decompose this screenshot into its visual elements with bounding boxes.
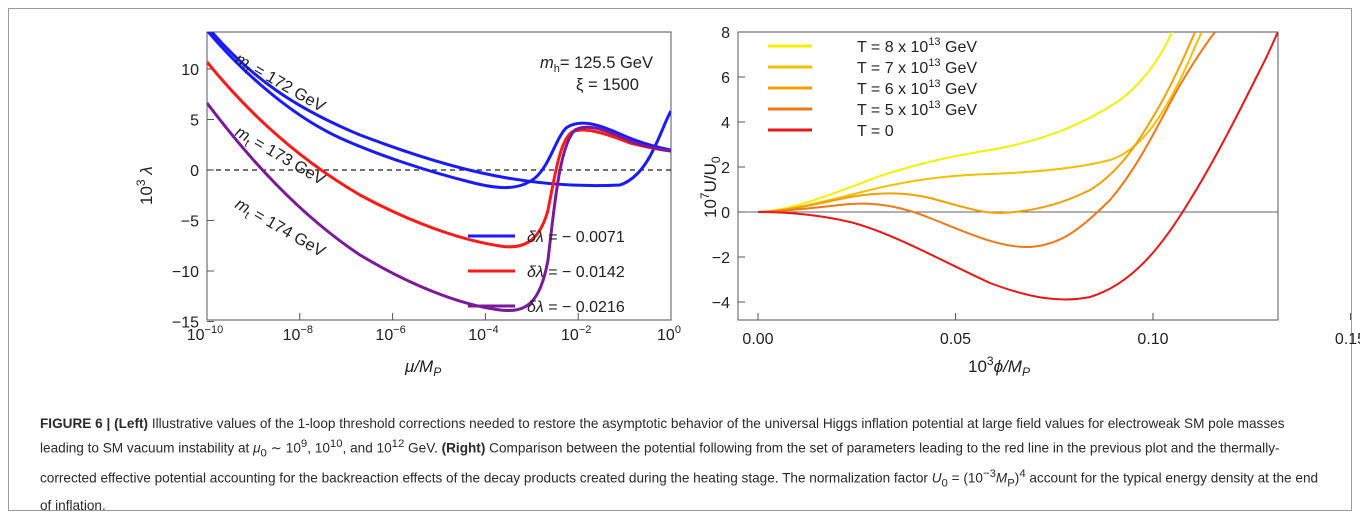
caption-left-label: (Left) <box>114 416 149 431</box>
caption-right-label: (Right) <box>441 440 486 456</box>
right-y-tick-label: 8 <box>721 25 730 42</box>
right-curve-T8 <box>757 32 1173 213</box>
caption-eq-exp: −3 <box>982 468 996 481</box>
legend-label-T6: T = 6 x 1013 GeV <box>857 78 977 98</box>
curve-label-172: mt = 172 GeV <box>231 50 329 119</box>
caption-mp: M <box>995 470 1008 486</box>
left-curve-blue <box>207 32 671 190</box>
left-y-tick-label: 0 <box>190 163 199 180</box>
caption-eq-text: = (10 <box>947 470 983 486</box>
left-y-tick-label: −5 <box>181 214 199 231</box>
legend-label-0142: δλ = − 0.0142 <box>527 264 625 281</box>
caption-sim: ∼ 10 <box>266 440 301 456</box>
caption-final-text: account for the typical energy density a… <box>40 470 1319 513</box>
caption-right-text: Comparison between the potential followi… <box>40 440 1280 486</box>
right-y-tick-label: 2 <box>721 160 730 177</box>
legend-label-0071: δλ = − 0.0071 <box>527 229 625 246</box>
legend-label-T8: T = 8 x 1013 GeV <box>857 36 977 56</box>
left-x-tick-label: 10−8 <box>283 324 313 344</box>
right-x-axis-label: 103ϕ/MP <box>968 354 1030 379</box>
left-y-axis-label: 103 λ <box>134 166 156 205</box>
left-y-tick-label: 5 <box>190 113 199 130</box>
caption-exp10: 10 <box>329 438 343 450</box>
right-x-tick-label: 0.15 <box>1335 331 1360 348</box>
left-y-tick-label: −15 <box>172 315 199 332</box>
right-y-ticks: 8 6 4 2 0 −2 −4 <box>712 25 745 312</box>
right-x-tick-label: 0.00 <box>742 331 773 348</box>
right-legend: T = 8 x 1013 GeV T = 7 x 1013 GeV T = 6 … <box>768 36 977 140</box>
annotation-mh: mh= 125.5 GeV <box>540 54 653 75</box>
right-y-axis-label: 107U/U0 <box>698 156 723 218</box>
left-curve-red <box>207 61 671 249</box>
legend-label-T7: T = 7 x 1013 GeV <box>857 57 977 77</box>
right-x-tick-label: 0.05 <box>940 331 971 348</box>
figure-caption: FIGURE 6 | (Left) Illustrative values of… <box>40 413 1320 516</box>
caption-comma1: , 10 <box>307 440 330 456</box>
legend-label-T5: T = 5 x 1013 GeV <box>857 99 977 119</box>
right-x-tick-label: 0.10 <box>1137 331 1168 348</box>
right-curve-T0 <box>757 32 1278 301</box>
left-x-tick-label: 100 <box>657 324 681 344</box>
caption-gev-end: GeV. <box>404 440 442 456</box>
left-y-tick-label: 10 <box>181 62 199 79</box>
left-x-tick-label: 10−4 <box>468 324 498 344</box>
left-x-tick-label: 10−6 <box>375 324 405 344</box>
right-y-tick-label: −4 <box>712 295 730 312</box>
right-x-ticks: 0.000.050.100.150.200.25 <box>742 313 1360 348</box>
left-x-axis-label: μ/MP <box>404 357 441 379</box>
left-legend: δλ = − 0.0071 δλ = − 0.0142 δλ = − 0.021… <box>468 229 625 316</box>
right-plot-frame <box>737 31 1279 321</box>
left-y-tick-label: −10 <box>172 264 199 281</box>
caption-left-text: Illustrative values of the 1-loop thresh… <box>40 416 1285 456</box>
figure-plots: 10 5 0 −5 −10 −15 10−10 10−8 10−6 10−4 10−2 100 8 6… <box>172 25 1360 348</box>
left-y-ticks: 10 5 0 −5 −10 −15 <box>172 62 214 332</box>
caption-mu0-sub: 0 <box>260 447 267 460</box>
caption-figure-label: FIGURE 6 | <box>40 416 111 431</box>
caption-and-text: , and 10 <box>342 440 392 456</box>
curve-label-173: mt = 173 GeV <box>231 123 329 192</box>
left-x-tick-label: 10−10 <box>187 324 223 344</box>
right-y-tick-label: 4 <box>721 115 730 132</box>
caption-exp9: 9 <box>300 438 308 450</box>
caption-u0-sub: 0 <box>941 477 948 490</box>
caption-exp12: 12 <box>391 438 405 450</box>
caption-eq-close: ) <box>1014 470 1020 486</box>
caption-mp-sub: P <box>1007 477 1015 490</box>
curve-label-174: mt = 174 GeV <box>231 195 329 264</box>
caption-u0: U <box>931 470 942 486</box>
left-plot: 10 5 0 −5 −10 −15 10−10 10−8 10−6 10−4 10−2 100 <box>172 31 681 344</box>
right-y-tick-label: 0 <box>721 205 730 222</box>
right-curve-T5 <box>757 32 1216 249</box>
legend-label-T0: T = 0 <box>857 123 894 140</box>
legend-label-0216: δλ = − 0.0216 <box>527 299 625 316</box>
plot-overlay: mh= 125.5 GeV ξ = 1500 mt = 172 GeV mt =… <box>134 32 1278 379</box>
annotation-xi: ξ = 1500 <box>576 76 639 94</box>
right-y-tick-label: 6 <box>721 70 730 87</box>
left-x-tick-label: 10−2 <box>561 324 591 344</box>
right-y-tick-label: −2 <box>712 250 730 267</box>
left-x-ticks: 10−10 10−8 10−6 10−4 10−2 100 <box>187 313 681 344</box>
figure-frame <box>8 8 1352 511</box>
caption-mu0: μ <box>253 440 261 456</box>
left-curve-172 <box>209 32 671 188</box>
caption-eq-pow: 4 <box>1019 468 1026 481</box>
left-plot-frame <box>206 31 672 321</box>
right-curve-T6 <box>757 32 1196 215</box>
right-curve-T7 <box>757 32 1203 213</box>
left-curve-purple <box>207 102 671 313</box>
